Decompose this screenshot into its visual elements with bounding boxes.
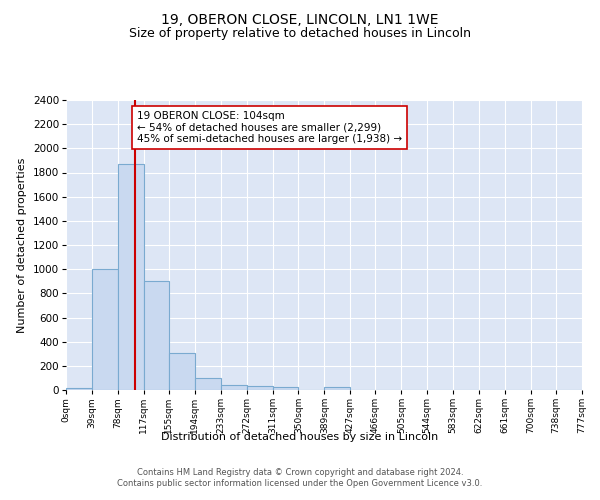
Bar: [118, 164, 143, 390]
Bar: [247, 386, 272, 390]
Bar: [143, 281, 169, 390]
Text: Size of property relative to detached houses in Lincoln: Size of property relative to detached ho…: [129, 28, 471, 40]
Text: Contains HM Land Registry data © Crown copyright and database right 2024.
Contai: Contains HM Land Registry data © Crown c…: [118, 468, 482, 487]
Bar: [272, 387, 298, 390]
Bar: [66, 388, 92, 390]
Bar: [221, 384, 247, 390]
Bar: [195, 378, 221, 390]
Y-axis label: Number of detached properties: Number of detached properties: [17, 158, 27, 332]
Text: 19, OBERON CLOSE, LINCOLN, LN1 1WE: 19, OBERON CLOSE, LINCOLN, LN1 1WE: [161, 12, 439, 26]
Bar: [325, 387, 350, 390]
Text: Distribution of detached houses by size in Lincoln: Distribution of detached houses by size …: [161, 432, 439, 442]
Bar: [169, 352, 195, 390]
Bar: [92, 269, 118, 390]
Text: 19 OBERON CLOSE: 104sqm
← 54% of detached houses are smaller (2,299)
45% of semi: 19 OBERON CLOSE: 104sqm ← 54% of detache…: [137, 111, 402, 144]
